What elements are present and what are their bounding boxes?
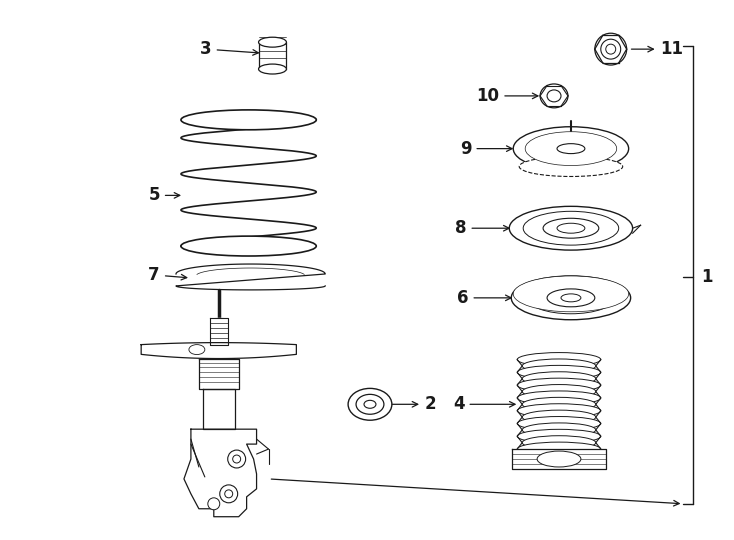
Polygon shape	[176, 264, 325, 290]
Ellipse shape	[517, 429, 601, 443]
Ellipse shape	[181, 110, 316, 130]
Ellipse shape	[522, 397, 596, 411]
Ellipse shape	[522, 384, 596, 399]
Ellipse shape	[547, 90, 561, 102]
Ellipse shape	[512, 276, 631, 320]
Ellipse shape	[219, 485, 238, 503]
Ellipse shape	[517, 378, 601, 392]
Ellipse shape	[233, 455, 241, 463]
Text: 1: 1	[701, 268, 713, 286]
Polygon shape	[203, 389, 235, 429]
Polygon shape	[512, 449, 606, 469]
Ellipse shape	[537, 451, 581, 467]
Ellipse shape	[189, 345, 205, 355]
Text: 3: 3	[200, 40, 258, 58]
Ellipse shape	[356, 394, 384, 414]
Polygon shape	[210, 318, 228, 345]
Text: 9: 9	[459, 140, 512, 158]
Ellipse shape	[517, 353, 601, 367]
Ellipse shape	[181, 236, 316, 256]
Ellipse shape	[540, 84, 568, 108]
Ellipse shape	[258, 37, 286, 47]
Text: 7: 7	[148, 266, 186, 284]
Text: 4: 4	[453, 395, 515, 413]
Ellipse shape	[258, 64, 286, 74]
Polygon shape	[141, 342, 297, 359]
Text: 6: 6	[457, 289, 511, 307]
Ellipse shape	[513, 276, 628, 312]
Ellipse shape	[557, 144, 585, 153]
Text: 11: 11	[631, 40, 683, 58]
Ellipse shape	[509, 206, 633, 250]
Ellipse shape	[522, 423, 596, 437]
Polygon shape	[184, 429, 257, 517]
Ellipse shape	[348, 388, 392, 420]
Ellipse shape	[522, 410, 596, 424]
Text: 10: 10	[476, 87, 538, 105]
Ellipse shape	[513, 127, 628, 171]
Ellipse shape	[526, 132, 617, 166]
Text: 8: 8	[455, 219, 509, 237]
Ellipse shape	[547, 289, 595, 307]
Ellipse shape	[522, 359, 596, 373]
Text: 2: 2	[353, 395, 436, 413]
Ellipse shape	[208, 498, 219, 510]
Ellipse shape	[527, 282, 614, 314]
Polygon shape	[199, 359, 239, 389]
Ellipse shape	[228, 450, 246, 468]
Ellipse shape	[522, 372, 596, 386]
Ellipse shape	[517, 442, 601, 456]
Text: 5: 5	[148, 186, 180, 204]
Ellipse shape	[517, 416, 601, 430]
Ellipse shape	[561, 294, 581, 302]
Ellipse shape	[517, 391, 601, 405]
Ellipse shape	[517, 366, 601, 379]
Ellipse shape	[523, 211, 619, 245]
Ellipse shape	[522, 436, 596, 450]
Ellipse shape	[557, 223, 585, 233]
Ellipse shape	[601, 39, 621, 59]
Ellipse shape	[606, 44, 616, 54]
Ellipse shape	[543, 218, 599, 238]
Ellipse shape	[519, 157, 622, 177]
Ellipse shape	[225, 490, 233, 498]
Ellipse shape	[539, 137, 603, 160]
Ellipse shape	[517, 404, 601, 417]
Ellipse shape	[364, 400, 376, 408]
